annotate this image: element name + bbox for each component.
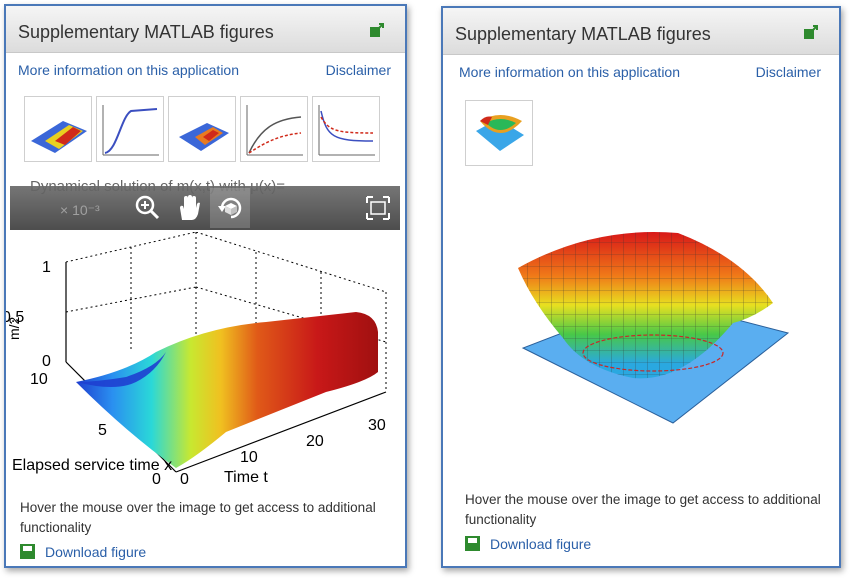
y-tick-0: 0: [152, 471, 161, 488]
panel-header: Supplementary MATLAB figures: [6, 6, 405, 53]
download-figure-link[interactable]: Download figure: [465, 536, 591, 552]
popout-icon[interactable]: [803, 24, 819, 40]
surface-mesh: [76, 312, 378, 468]
y-axis-label: Elapsed service time x: [12, 457, 172, 474]
more-info-link[interactable]: More information on this application: [18, 62, 240, 78]
download-figure-link[interactable]: Download figure: [20, 544, 146, 560]
figure-thumbnail-5[interactable]: [312, 96, 380, 162]
panel-header: Supplementary MATLAB figures: [443, 8, 839, 55]
figure-thumbnail-1[interactable]: [24, 96, 92, 162]
figure-thumbnail-2[interactable]: [96, 96, 164, 162]
z-tick-0: 0: [42, 353, 51, 370]
pan-hand-icon[interactable]: [176, 194, 202, 222]
hover-instructions: Hover the mouse over the image to get ac…: [20, 500, 376, 535]
z-tick-1: 1: [42, 259, 51, 276]
rotate-3d-icon[interactable]: [217, 194, 245, 222]
x-tick-10: 10: [240, 449, 258, 466]
surface-plot-left[interactable]: 1 0.5 0 m/2 10 5 0 0 10 20 30 Elapsed se…: [6, 232, 401, 492]
fullscreen-icon[interactable]: [366, 196, 390, 220]
y-tick-10: 10: [30, 371, 48, 388]
panel-title: Supplementary MATLAB figures: [18, 22, 274, 42]
figure-thumbnail-4[interactable]: [240, 96, 308, 162]
disclaimer-link[interactable]: Disclaimer: [325, 62, 391, 78]
x-tick-20: 20: [306, 433, 324, 450]
right-figure-panel: Supplementary MATLAB figures More inform…: [441, 6, 841, 568]
more-info-link[interactable]: More information on this application: [459, 64, 681, 80]
x-tick-30: 30: [368, 417, 386, 434]
download-label: Download figure: [490, 536, 592, 552]
contour-line: [582, 334, 724, 372]
z-tick-05: 0.5: [6, 309, 24, 326]
hover-instructions: Hover the mouse over the image to get ac…: [465, 492, 821, 527]
save-disk-icon: [465, 536, 480, 551]
download-label: Download figure: [45, 544, 147, 560]
disclaimer-link[interactable]: Disclaimer: [755, 64, 821, 80]
z-axis-label: m/2: [6, 316, 22, 340]
link-bar: More information on this application Dis…: [6, 58, 405, 80]
y-tick-5: 5: [98, 422, 107, 439]
link-bar: More information on this application Dis…: [443, 60, 839, 82]
x-axis-label: Time t: [224, 469, 268, 486]
figure-thumbnail-1[interactable]: [465, 100, 533, 166]
zoom-in-icon[interactable]: [134, 194, 160, 220]
surface-plot-right[interactable]: [503, 218, 793, 428]
exponent-label: × 10⁻³: [60, 202, 100, 218]
figure-toolbar: × 10⁻³: [10, 186, 400, 230]
left-figure-panel: Supplementary MATLAB figures More inform…: [4, 4, 407, 568]
panel-title: Supplementary MATLAB figures: [455, 24, 711, 44]
surface-edge: [76, 352, 166, 387]
x-tick-0: 0: [180, 471, 189, 488]
figure-thumbnail-3[interactable]: [168, 96, 236, 162]
popout-icon[interactable]: [369, 22, 385, 38]
save-disk-icon: [20, 544, 35, 559]
